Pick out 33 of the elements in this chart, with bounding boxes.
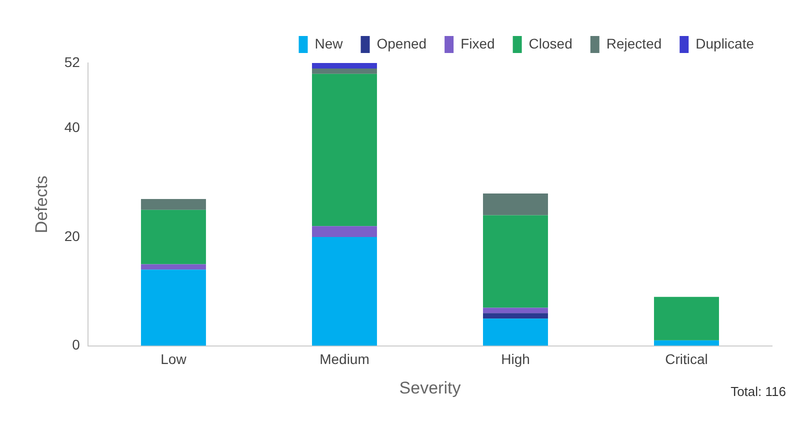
bar <box>483 313 548 319</box>
bar <box>312 63 377 68</box>
bar <box>483 215 548 308</box>
y-axis-title: Defects <box>32 176 51 234</box>
y-tick-label: 0 <box>72 336 80 353</box>
bar <box>140 198 206 210</box>
x-tick-label: Low <box>160 351 188 368</box>
legend-label: Duplicate <box>696 35 754 52</box>
bar <box>312 68 377 74</box>
y-tick-label: 20 <box>64 228 80 244</box>
legend-label: Opened <box>376 35 427 52</box>
y-tick-label: 40 <box>64 119 80 136</box>
text: Total: 116 <box>730 384 786 400</box>
x-tick-label: Medium <box>320 351 370 368</box>
legend-label: Closed <box>528 35 572 52</box>
bar <box>483 194 548 216</box>
legend-label: Rejected <box>606 35 662 52</box>
bar <box>312 74 377 226</box>
x-tick-label: Critical <box>665 351 708 368</box>
x-axis-title: Severity <box>399 378 462 398</box>
bar <box>140 270 206 346</box>
bar <box>654 340 719 346</box>
x-tick-label: High <box>501 351 530 368</box>
legend-label: Fixed <box>460 35 495 52</box>
bar <box>312 226 377 238</box>
bar <box>654 296 719 340</box>
bar <box>483 318 548 346</box>
bar <box>483 308 548 314</box>
bar <box>312 237 377 346</box>
bar <box>140 264 206 270</box>
legend-label: New <box>314 35 344 52</box>
y-tick-label: 52 <box>64 54 80 70</box>
bar <box>140 210 206 264</box>
